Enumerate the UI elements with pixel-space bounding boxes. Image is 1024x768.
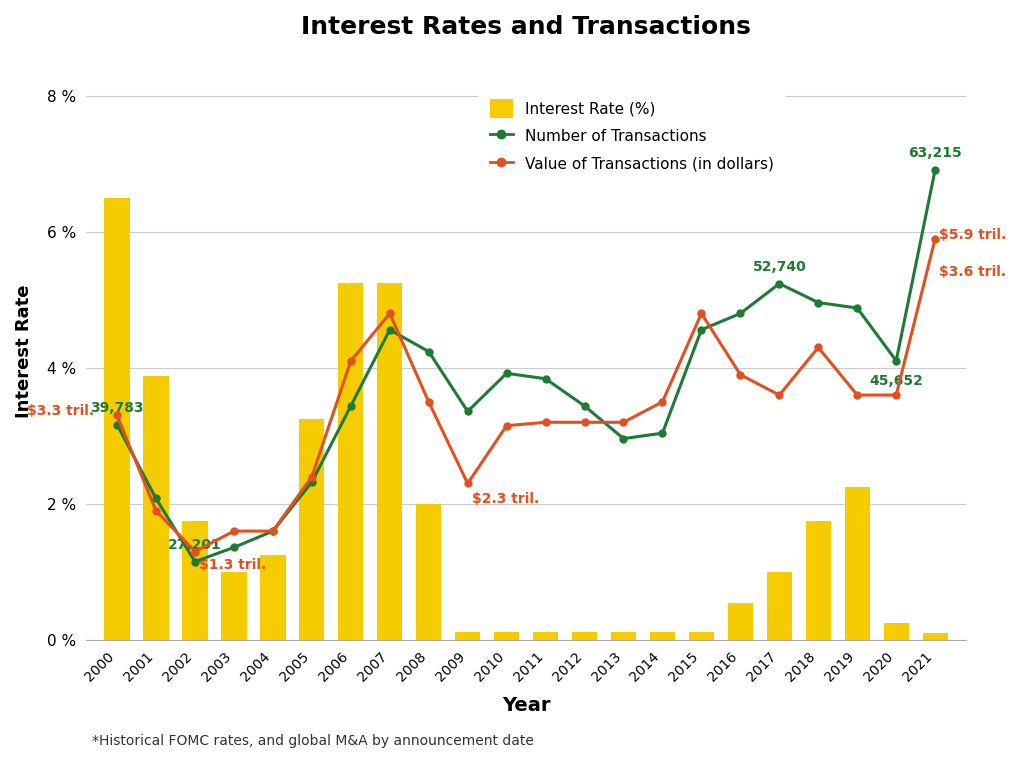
Bar [143,376,169,640]
Bar [532,632,558,640]
Text: $5.9 tril.: $5.9 tril. [939,227,1007,242]
Bar [689,632,714,640]
Bar [767,572,792,640]
Bar [650,632,675,640]
Text: $2.3 tril.: $2.3 tril. [472,492,539,505]
Text: $3.3 tril.: $3.3 tril. [27,405,93,419]
Bar [182,521,208,640]
Text: 39,783: 39,783 [90,402,143,415]
X-axis label: Year: Year [502,696,550,714]
Bar [104,198,130,640]
Legend: Interest Rate (%), Number of Transactions, Value of Transactions (in dollars): Interest Rate (%), Number of Transaction… [477,87,786,185]
Title: Interest Rates and Transactions: Interest Rates and Transactions [301,15,751,39]
Bar [221,572,247,640]
Bar [338,283,364,640]
Text: $3.6 tril.: $3.6 tril. [939,265,1007,279]
Bar [845,487,870,640]
Text: 52,740: 52,740 [753,260,806,274]
Y-axis label: Interest Rate: Interest Rate [15,284,33,418]
Text: 27,201: 27,201 [168,538,222,552]
Bar [571,632,597,640]
Bar [260,555,286,640]
Bar [494,632,519,640]
Bar [611,632,636,640]
Bar [377,283,402,640]
Text: 63,215: 63,215 [908,147,962,161]
Bar [923,633,948,640]
Text: $1.3 tril.: $1.3 tril. [199,558,266,571]
Bar [884,623,909,640]
Bar [806,521,830,640]
Bar [416,504,441,640]
Text: *Historical FOMC rates, and global M&A by announcement date: *Historical FOMC rates, and global M&A b… [92,734,535,748]
Bar [299,419,325,640]
Text: 45,652: 45,652 [869,373,924,388]
Bar [455,632,480,640]
Bar [728,603,753,640]
